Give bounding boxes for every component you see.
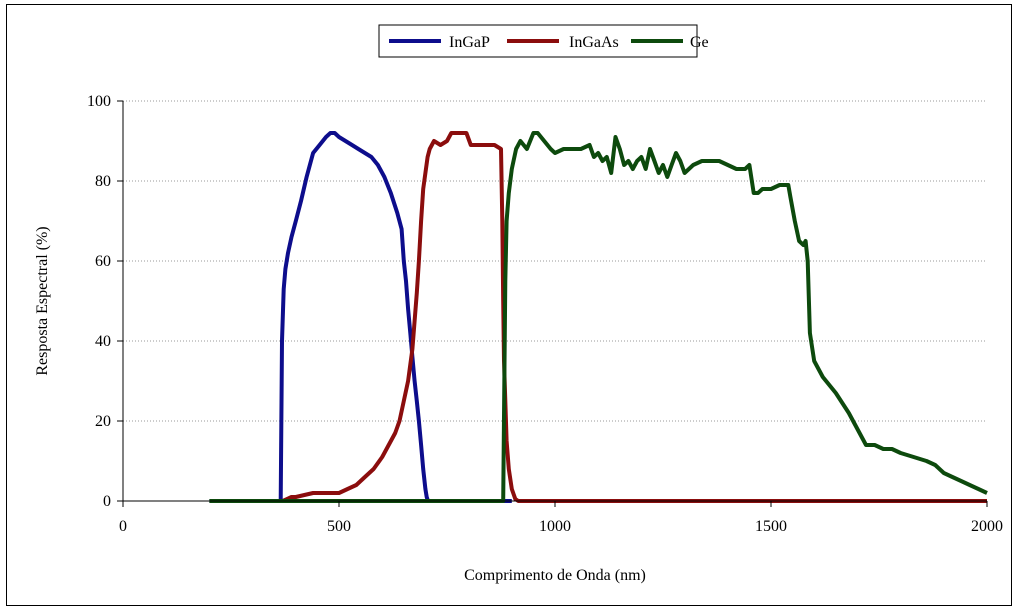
plot-lines [209,131,988,503]
x-tick-label: 2000 [971,518,1003,535]
y-tick-label: 40 [95,333,111,350]
x-tick-label: 1000 [539,518,571,535]
series-line-ge [209,131,988,503]
gridlines [123,100,987,422]
legend-label-ge: Ge [690,34,709,51]
x-tick-label: 500 [327,518,351,535]
x-tick-label: 0 [119,518,127,535]
legend-label-ingaas: InGaAs [569,34,619,51]
y-tick-label: 60 [95,253,111,270]
y-tick-label: 20 [95,413,111,430]
series-line-ingap [209,131,512,503]
legend: InGaP InGaAs Ge [378,24,709,58]
x-tick-label: 1500 [755,518,787,535]
chart-frame: 0 20 40 60 80 100 0 500 1000 1500 2000 Comprimento… [6,4,1012,606]
y-axis-title: Resposta Espectral (%) [34,226,51,375]
x-axis-title: Comprimento de Onda (nm) [464,567,646,584]
y-tick-label: 100 [87,93,111,110]
y-tick-label: 0 [103,493,111,510]
y-tick-label: 80 [95,173,111,190]
legend-label-ingap: InGaP [449,34,490,51]
axes [117,100,988,507]
